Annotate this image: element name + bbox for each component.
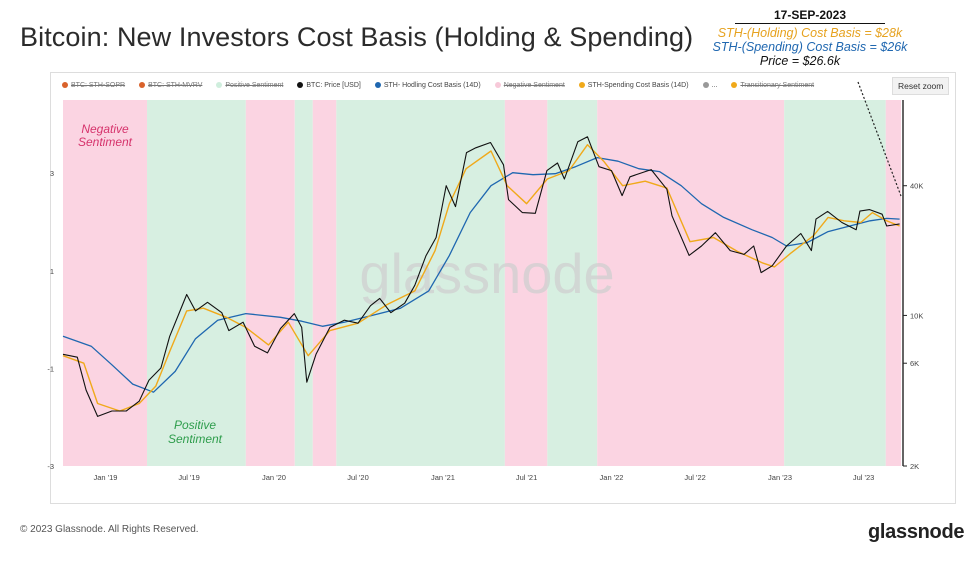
legend-label: Negative Sentiment (503, 81, 565, 89)
chart-panel (50, 72, 956, 504)
legend-swatch (578, 82, 585, 88)
legend-swatch (297, 82, 304, 88)
legend-item[interactable]: STH- Hodling Cost Basis (14D) (374, 81, 481, 89)
legend-label: BTC: STH-SOPR (71, 81, 126, 89)
legend-label: BTC: STH-MVRV (148, 81, 203, 89)
annotation-holding: STH-(Holding) Cost Basis = $28k (717, 26, 903, 40)
brand-logo: glassnode (868, 521, 965, 543)
legend-swatch (374, 82, 381, 88)
copyright-footer: © 2023 Glassnode. All Rights Reserved. (20, 524, 199, 535)
legend-label: BTC: Price [USD] (306, 81, 361, 89)
page-title: Bitcoin: New Investors Cost Basis (Holdi… (20, 22, 694, 52)
legend-swatch (702, 82, 709, 88)
chart-legend: BTC: STH-SOPR BTC: STH-MVRV Positive Senti… (62, 78, 814, 92)
date-annotation: 17-SEP-2023 STH-(Holding) Cost Basis = $… (700, 8, 920, 68)
legend-item[interactable]: Negative Sentiment (494, 81, 565, 89)
legend-item[interactable]: STH-Spending Cost Basis (14D) (578, 81, 689, 89)
legend-swatch (139, 82, 146, 88)
legend-label: STH- Hodling Cost Basis (14D) (383, 81, 481, 89)
legend-swatch (62, 82, 68, 88)
legend-item[interactable]: Transitionary Sentiment (731, 82, 814, 89)
annotation-spending: STH-(Spending) Cost Basis = $26k (712, 40, 908, 54)
legend-swatch (494, 82, 501, 88)
legend-label: Positive Sentiment (225, 81, 284, 89)
annotation-price: Price = $26.6k (759, 54, 841, 68)
legend-item[interactable]: BTC: Price [USD] (297, 81, 361, 89)
legend-label: ... (711, 81, 718, 89)
legend-item[interactable]: ... (702, 81, 718, 89)
legend-label: STH-Spending Cost Basis (14D) (587, 81, 689, 89)
legend-item[interactable]: BTC: STH-SOPR (62, 82, 125, 89)
legend-swatch (731, 82, 738, 88)
annotation-date: 17-SEP-2023 (735, 8, 885, 24)
legend-swatch (216, 82, 223, 88)
legend-item[interactable]: BTC: STH-MVRV (139, 82, 202, 89)
legend-item[interactable]: Positive Sentiment (216, 82, 283, 89)
reset-zoom-button[interactable]: Reset zoom (892, 77, 950, 95)
legend-label: Transitionary Sentiment (740, 81, 815, 89)
